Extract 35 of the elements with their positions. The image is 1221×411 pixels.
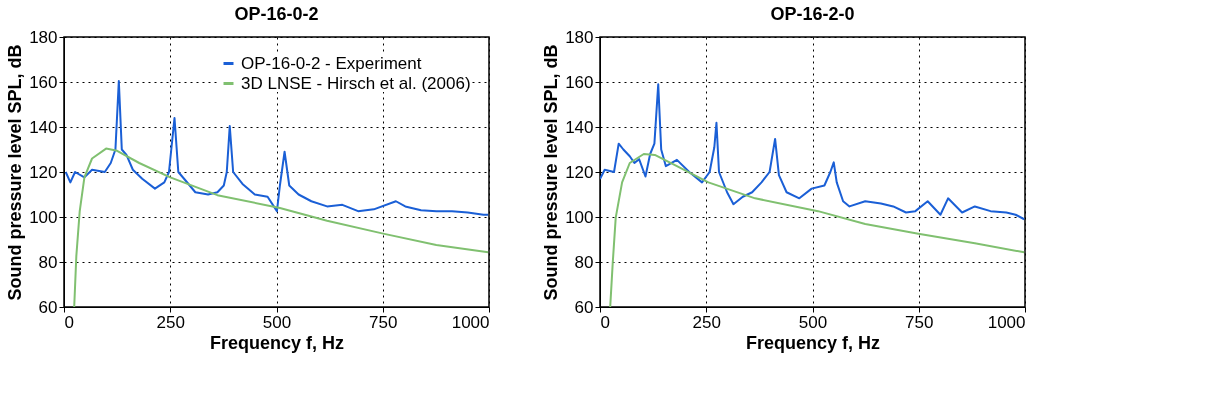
y-tick-label: 120 [29, 162, 58, 182]
x-axis-title: Frequency f, Hz [209, 332, 345, 353]
x-tick-label: 500 [262, 312, 292, 332]
y-tick-label: 180 [565, 27, 594, 47]
legend-label: OP-16-0-2 - Experiment [241, 53, 422, 73]
x-tick-label: 750 [369, 312, 398, 332]
chart-title: OP-16-0-2 [234, 4, 319, 24]
x-tick-label: 250 [692, 312, 721, 332]
y-tick-label: 160 [29, 72, 58, 92]
y-tick-label: 140 [565, 117, 594, 137]
y-tick-label: 100 [29, 207, 58, 227]
x-tick-label: 750 [905, 312, 934, 332]
chart-title: OP-16-2-0 [770, 4, 855, 24]
y-tick-label: 140 [29, 117, 58, 137]
y-tick-label: 180 [29, 27, 58, 47]
y-tick-label: 100 [565, 207, 594, 227]
x-axis-title: Frequency f, Hz [745, 332, 881, 353]
y-tick-label: 60 [38, 297, 58, 317]
y-tick-label: 80 [38, 252, 58, 272]
y-axis-title: Sound pressure level SPL, dB [5, 44, 26, 301]
y-tick-label: 60 [574, 297, 594, 317]
x-tick-label: 250 [156, 312, 185, 332]
y-tick-label: 120 [565, 162, 594, 182]
line-series [600, 83, 1025, 221]
y-axis-title: Sound pressure level SPL, dB [541, 44, 562, 301]
y-tick-label: 160 [565, 72, 594, 92]
x-tick-label: 1000 [451, 312, 490, 332]
y-tick-label: 80 [574, 252, 594, 272]
legend-label: 3D LNSE - Hirsch et al. (2006) [241, 73, 471, 93]
line-series [73, 147, 489, 307]
x-tick-label: 1000 [987, 312, 1026, 332]
x-tick-label: 0 [600, 312, 610, 332]
x-tick-label: 0 [64, 312, 74, 332]
x-tick-label: 500 [798, 312, 828, 332]
line-series [609, 153, 1025, 307]
